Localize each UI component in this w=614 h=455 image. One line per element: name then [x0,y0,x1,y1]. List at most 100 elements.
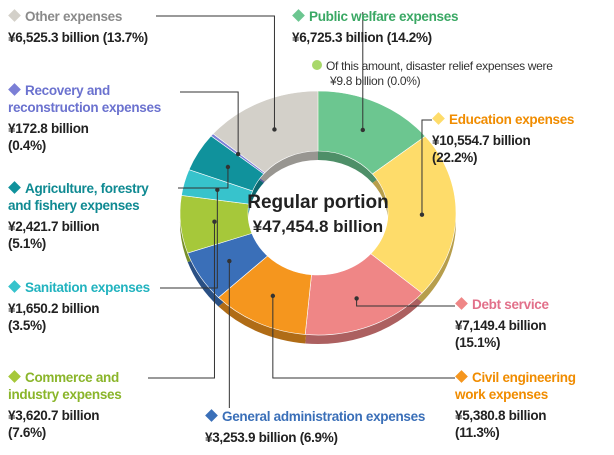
leader-dot [227,258,232,264]
label-amount: ¥172.8 billion (0.4%) [8,120,161,154]
label-text: Recovery and reconstruction expenses [8,83,161,115]
note-percent: (0.0%) [386,74,421,88]
value-label: ¥2,421.7 billion [8,219,100,234]
value-label: ¥172.8 billion [8,121,89,136]
slice-label: Debt service ¥7,149.4 billion (15.1%) [455,296,549,351]
label-text: Commerce and industry expenses [8,370,122,402]
leader-dot [360,127,365,133]
value-label: ¥7,149.4 billion [455,318,547,333]
label-amount: ¥5,380.8 billion (11.3%) [455,407,576,441]
note-text: Of this amount, disaster relief expenses… [326,59,553,73]
center-total: ¥47,454.8 billion [253,217,383,236]
leader-dot [212,219,217,224]
value-label: ¥5,380.8 billion [455,408,547,423]
legend-marker [205,409,218,422]
leader-dot [419,212,425,217]
percent-label: (3.5%) [8,318,46,333]
label-text: General administration expenses [222,409,426,424]
label-text: Debt service [472,297,549,312]
label-name: Civil engineering work expenses [455,369,576,403]
label-name: Sanitation expenses [8,279,150,296]
label-name: General administration expenses [205,408,425,425]
label-amount: ¥3,253.9 billion (6.9%) [205,429,425,446]
legend-marker [8,370,21,383]
percent-label: (7.6%) [8,425,46,440]
leader-line [272,295,455,379]
label-amount: ¥10,554.7 billion (22.2%) [432,132,574,166]
slice-label: Agriculture, forestry and fishery expens… [8,180,149,252]
label-amount: ¥6,525.3 billion (13.7%) [8,29,148,46]
slice-label: Public welfare expenses ¥6,725.3 billion … [292,8,458,46]
leader-dot [354,296,359,301]
label-text: Civil engineering work expenses [455,370,576,402]
legend-marker [8,9,21,22]
label-amount: ¥1,650.2 billion (3.5%) [8,300,150,334]
note: Of this amount, disaster relief expenses… [312,59,553,89]
label-amount: ¥6,725.3 billion (14.2%) [292,29,458,46]
slice-label: Sanitation expenses ¥1,650.2 billion (3.5%… [8,279,150,334]
slice-label: Education expenses ¥10,554.7 billion (22.2… [432,111,574,166]
note-marker [312,60,322,70]
leader-line [160,189,218,289]
leader-line [178,166,229,189]
label-text: Education expenses [449,112,575,127]
percent-label: (14.2%) [386,30,432,45]
percent-label: (11.3%) [455,425,500,440]
leader-line [148,221,215,379]
leader-dot [215,187,220,193]
leader-dot [235,151,241,157]
legend-marker [8,280,21,293]
percent-label: (13.7%) [102,30,148,45]
label-text: Public welfare expenses [309,9,459,24]
value-label: ¥6,525.3 billion [8,30,100,45]
label-text: Sanitation expenses [25,280,150,295]
label-amount: ¥2,421.7 billion (5.1%) [8,218,148,252]
legend-marker [8,83,21,96]
percent-label: (0.4%) [8,138,46,153]
leader-dot [225,164,231,170]
leader-dot [270,293,276,299]
slice-label: Recovery and reconstruction expenses ¥172… [8,82,161,154]
leader-line [356,298,455,307]
legend-marker [455,297,468,310]
label-text: Other expenses [25,9,123,24]
label-text: Agriculture, forestry and fishery expens… [8,181,149,213]
legend-marker [8,181,21,194]
value-label: ¥6,725.3 billion [292,30,384,45]
value-label: ¥1,650.2 billion [8,301,100,316]
percent-label: (22.2%) [432,150,478,165]
label-name: Commerce and industry expenses [8,369,122,403]
legend-marker [292,9,305,22]
label-name: Debt service [455,296,549,313]
label-name: Agriculture, forestry and fishery expens… [8,180,149,214]
label-name: Recovery and reconstruction expenses [8,82,161,116]
slice [370,135,457,294]
label-name: Education expenses [432,111,574,128]
value-label: ¥3,620.7 billion [8,408,100,423]
label-amount: ¥3,620.7 billion (7.6%) [8,407,121,441]
percent-label: (5.1%) [8,236,46,251]
legend-marker [455,370,468,383]
value-label: ¥3,253.9 billion [205,430,297,445]
leader-line [180,91,239,155]
leader-dot [272,127,277,132]
note-value: ¥9.8 billion [330,74,384,88]
label-name: Other expenses [8,8,148,25]
leader-line [421,119,432,215]
percent-label: (6.9%) [299,430,338,445]
label-amount: ¥7,149.4 billion (15.1%) [455,317,549,351]
label-name: Public welfare expenses [292,8,458,25]
note-amount: ¥9.8 billion (0.0%) [330,74,421,88]
slices [179,90,457,344]
center-label: Regular portion [247,192,388,213]
percent-label: (15.1%) [455,335,501,350]
value-label: ¥10,554.7 billion [432,133,531,148]
slice-label: Civil engineering work expenses ¥5,380.8 … [455,369,576,441]
slice-label: General administration expenses ¥3,253.9 … [205,408,425,446]
slice-label: Commerce and industry expenses ¥3,620.7 b… [8,369,122,441]
leader-line [156,15,275,130]
legend-marker [432,112,445,125]
slice-label: Other expenses ¥6,525.3 billion (13.7%) [8,8,148,46]
